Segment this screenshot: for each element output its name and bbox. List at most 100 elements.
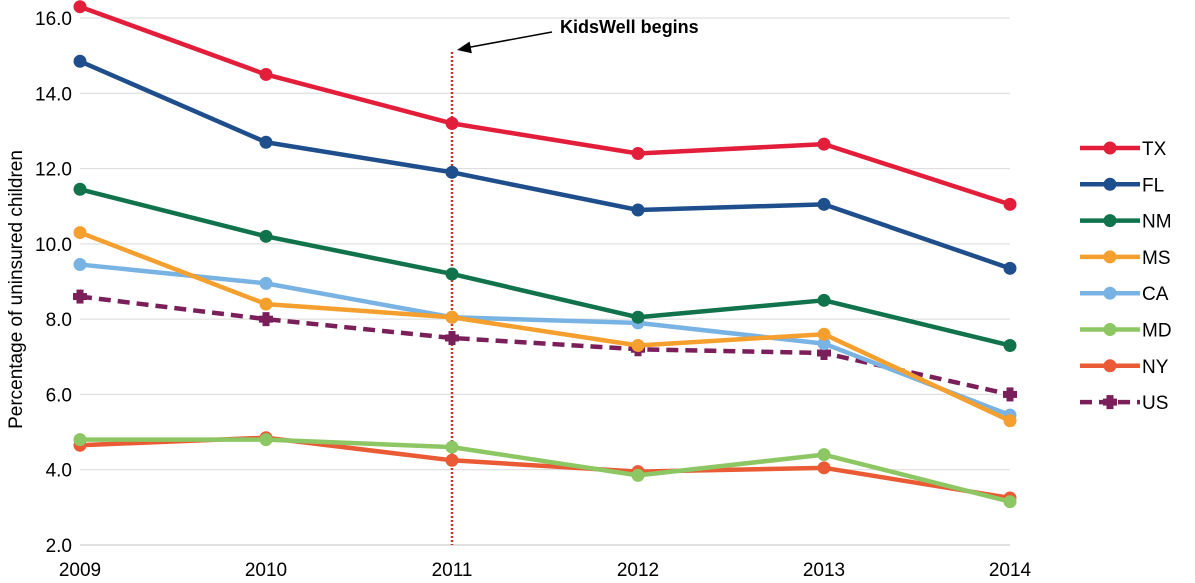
- series-line-fl: [79, 59, 1011, 271]
- legend-label: TX: [1142, 139, 1167, 160]
- data-point: [73, 289, 87, 304]
- data-point: [73, 433, 87, 447]
- legend-item-ny: NY: [1080, 357, 1169, 378]
- legend-marker: [1103, 250, 1117, 264]
- legend-item-tx: TX: [1080, 139, 1167, 160]
- data-point: [817, 137, 831, 151]
- series-tx: [73, 0, 1017, 211]
- y-tick-label: 6.0: [46, 385, 72, 406]
- legend-label: NY: [1142, 357, 1169, 378]
- series-md: [73, 433, 1017, 509]
- series-line-nm: [79, 187, 1011, 348]
- series-line-ms: [79, 230, 1011, 423]
- x-tick-label: 2013: [803, 560, 845, 581]
- data-point: [259, 276, 273, 290]
- y-tick-label: 16.0: [35, 9, 72, 30]
- data-point: [817, 448, 831, 462]
- data-point: [445, 330, 459, 345]
- data-point: [445, 440, 459, 454]
- data-point: [445, 116, 459, 130]
- data-point: [817, 337, 831, 351]
- legend-label: US: [1142, 393, 1168, 414]
- data-point: [445, 165, 459, 179]
- legend-label: MD: [1142, 321, 1172, 342]
- data-point: [73, 0, 87, 14]
- data-point: [817, 327, 831, 341]
- data-point: [1003, 414, 1017, 428]
- gridlines: [80, 17, 1010, 546]
- data-point: [1003, 197, 1017, 211]
- x-tick-label: 2012: [617, 560, 659, 581]
- series-line-us: [79, 294, 1011, 397]
- x-tick-label: 2011: [432, 560, 473, 581]
- series-us: [73, 289, 1017, 402]
- data-point: [817, 293, 831, 307]
- series-ms: [73, 226, 1017, 428]
- data-point: [631, 310, 645, 324]
- y-tick-label: 14.0: [35, 84, 72, 105]
- data-point: [1003, 387, 1017, 402]
- y-axis-title: Percentage of uninsured children: [6, 150, 27, 429]
- legend-label: MS: [1142, 248, 1171, 269]
- legend-marker: [1103, 286, 1117, 300]
- legend-marker: [1106, 395, 1114, 410]
- series-fl: [73, 54, 1017, 275]
- y-tick-label: 8.0: [46, 310, 72, 331]
- data-point: [73, 226, 87, 240]
- data-point: [73, 182, 87, 196]
- y-tick-label: 4.0: [46, 461, 72, 482]
- series-line-tx: [79, 4, 1011, 207]
- data-point: [1003, 338, 1017, 352]
- data-point: [1003, 261, 1017, 275]
- legend-item-ms: MS: [1080, 248, 1171, 269]
- legend: TX FL NM MS CA MD NY US: [1080, 139, 1172, 414]
- data-point: [1003, 495, 1017, 509]
- legend-label: NM: [1142, 212, 1172, 233]
- legend-marker: [1103, 359, 1117, 373]
- legend-item-md: MD: [1080, 321, 1172, 342]
- data-point: [817, 461, 831, 475]
- annotation: KidsWell begins: [450, 17, 699, 545]
- legend-item-ca: CA: [1080, 284, 1169, 305]
- data-point: [445, 310, 459, 324]
- data-point: [259, 433, 273, 447]
- x-tick-label: 2009: [59, 560, 101, 581]
- legend-marker: [1103, 214, 1117, 228]
- legend-item-us: US: [1080, 393, 1168, 414]
- data-point: [631, 468, 645, 482]
- data-point: [631, 147, 645, 161]
- data-point: [259, 297, 273, 311]
- series-line-ca: [79, 262, 1011, 418]
- data-point: [259, 312, 273, 327]
- data-point: [259, 135, 273, 149]
- x-tick-label: 2014: [989, 560, 1032, 581]
- data-point: [259, 67, 273, 81]
- data-point: [259, 229, 273, 243]
- data-point: [817, 346, 831, 361]
- legend-marker: [1103, 323, 1117, 336]
- series-nm: [73, 182, 1017, 352]
- annotation-label: KidsWell begins: [560, 17, 699, 37]
- data-point: [817, 197, 831, 211]
- legend-item-nm: NM: [1080, 212, 1172, 233]
- data-point: [631, 203, 645, 217]
- y-tick-label: 10.0: [35, 235, 72, 256]
- legend-label: FL: [1142, 175, 1164, 196]
- data-point: [445, 267, 459, 281]
- y-tick-label: 12.0: [35, 160, 72, 181]
- legend-marker: [1103, 177, 1117, 191]
- legend-marker: [1103, 141, 1117, 155]
- y-tick-label: 2.0: [46, 536, 72, 557]
- series-lines: [73, 0, 1017, 509]
- data-point: [73, 54, 87, 68]
- axes: 2.0 4.0 6.0 8.0 10.0 12.0 14.0 16.0 2009 2010 2011…: [35, 9, 1032, 581]
- x-tick-label: 2010: [245, 560, 287, 581]
- series-line-md: [80, 437, 1011, 504]
- data-point: [73, 258, 87, 272]
- data-point: [445, 453, 459, 467]
- legend-label: CA: [1142, 284, 1169, 305]
- legend-item-fl: FL: [1080, 175, 1164, 196]
- data-point: [631, 338, 645, 352]
